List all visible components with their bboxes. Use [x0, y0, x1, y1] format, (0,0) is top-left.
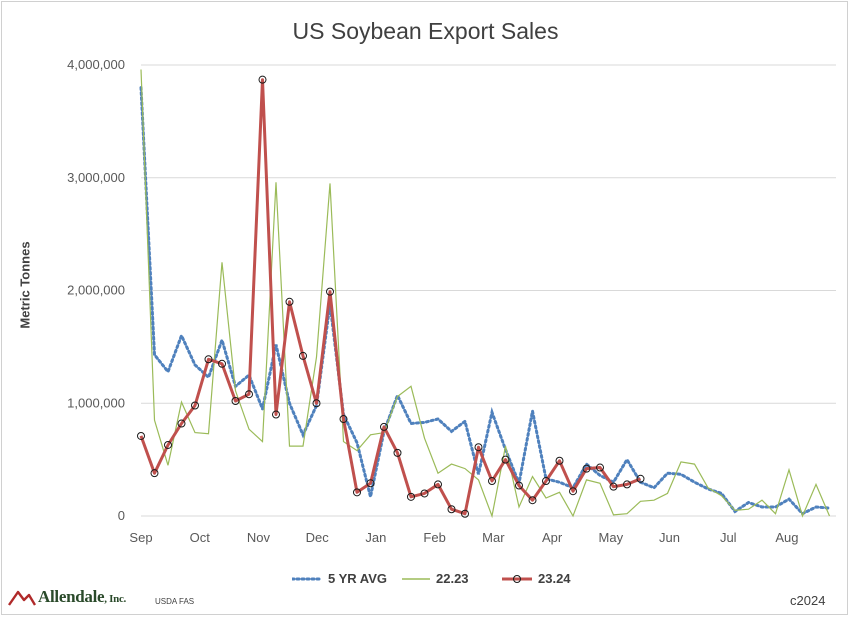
x-tick-label: Oct: [190, 530, 211, 545]
data-point-marker: [258, 75, 267, 84]
data-point-marker: [312, 399, 321, 408]
y-tick-label: 0: [118, 508, 125, 523]
x-tick-label: Jul: [720, 530, 737, 545]
data-point-marker: [380, 422, 388, 431]
data-point-marker: [474, 443, 483, 452]
data-point-marker: [636, 474, 645, 483]
y-tick-label: 2,000,000: [67, 283, 125, 298]
data-point-marker: [366, 479, 375, 488]
data-point-marker: [393, 448, 402, 457]
data-point-marker: [582, 464, 591, 473]
logo-text: Allendale, Inc.: [38, 587, 126, 606]
x-tick-label: Jun: [659, 530, 680, 545]
legend-item-22-23: 22.23: [402, 571, 469, 586]
data-point-marker: [420, 489, 429, 498]
x-tick-label: Nov: [247, 530, 271, 545]
series-line-23-24: [139, 78, 642, 516]
data-point-marker: [164, 440, 172, 449]
x-tick-label: Jan: [365, 530, 386, 545]
data-point-marker: [150, 469, 159, 478]
y-tick-label: 4,000,000: [67, 57, 125, 72]
x-tick-label: Apr: [542, 530, 563, 545]
chart-title: US Soybean Export Sales: [292, 18, 559, 44]
series-line-5-yr-avg: [139, 86, 831, 516]
data-point-marker: [447, 505, 456, 514]
x-tick-label: May: [599, 530, 624, 545]
x-tick-label: Mar: [482, 530, 505, 545]
data-point-marker: [218, 359, 226, 368]
legend-swatch-dotted: [292, 577, 322, 580]
x-tick-label: Feb: [423, 530, 445, 545]
copyright-note: c2024: [790, 593, 826, 608]
data-point-marker: [596, 463, 604, 472]
data-point-marker: [285, 297, 294, 306]
data-point-marker: [231, 396, 240, 405]
data-point-marker: [542, 477, 550, 486]
company-logo: Allendale, Inc.: [8, 587, 126, 607]
data-point-marker: [434, 480, 442, 489]
source-note: USDA FAS: [155, 597, 195, 606]
data-point-marker: [326, 287, 334, 296]
x-tick-label: Sep: [129, 530, 152, 545]
legend-label: 5 YR AVG: [328, 571, 388, 586]
data-point-marker: [339, 415, 348, 424]
x-tick-label: Aug: [775, 530, 798, 545]
y-tick-label: 1,000,000: [67, 395, 125, 410]
y-tick-label: 3,000,000: [67, 170, 125, 185]
legend-item-23-24: 23.24: [502, 571, 571, 586]
legend-swatch-red: [502, 574, 532, 583]
data-point-marker: [299, 351, 307, 360]
data-point-marker: [177, 419, 186, 428]
data-point-marker: [623, 480, 631, 489]
x-tick-label: Dec: [306, 530, 330, 545]
data-point-marker: [245, 390, 253, 399]
legend-swatch-green: [402, 577, 430, 580]
data-point-marker: [461, 509, 469, 518]
data-point-marker: [137, 431, 145, 440]
data-point-marker: [407, 492, 415, 501]
allendale-logo-mark: [8, 590, 36, 606]
legend-label: 23.24: [538, 571, 571, 586]
legend: 5 YR AVG 22.23 23.24: [0, 571, 851, 589]
data-point-marker: [555, 456, 564, 465]
data-point-marker: [501, 455, 510, 464]
data-point-marker: [204, 355, 213, 364]
data-point-marker: [191, 401, 199, 410]
data-point-marker: [488, 477, 496, 486]
series-line-22-23: [140, 69, 831, 519]
data-point-marker: [528, 496, 537, 505]
data-point-marker: [609, 482, 618, 491]
legend-label: 22.23: [436, 571, 469, 586]
data-point-marker: [569, 487, 577, 496]
legend-item-5yr-avg: 5 YR AVG: [292, 571, 387, 586]
data-point-marker: [353, 488, 361, 497]
data-point-marker: [515, 481, 523, 490]
data-point-marker: [272, 410, 280, 419]
